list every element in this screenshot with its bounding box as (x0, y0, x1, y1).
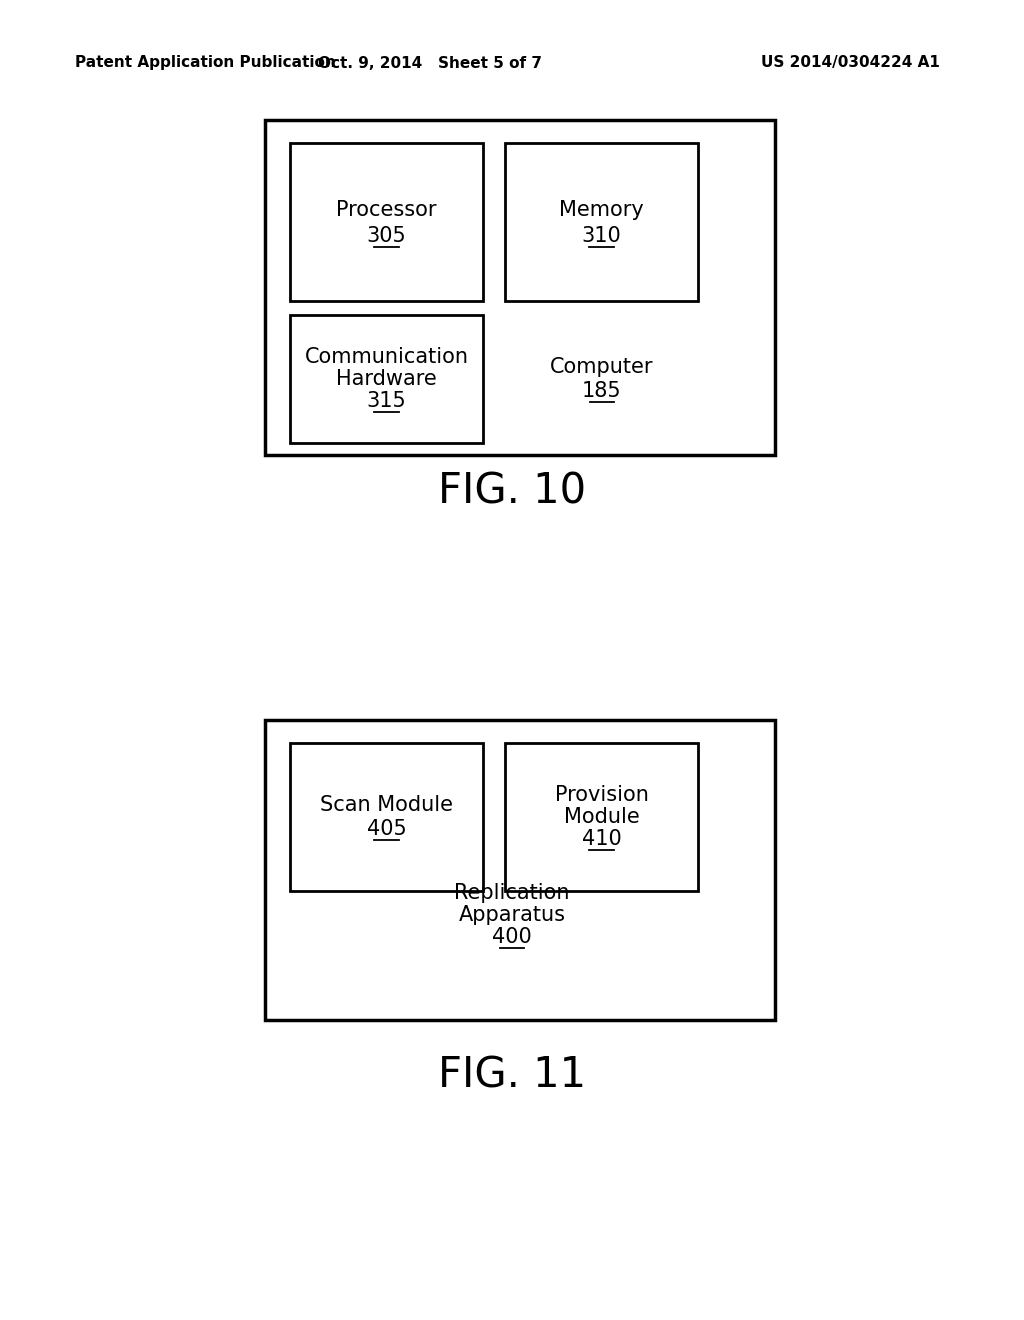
Text: Computer: Computer (550, 356, 653, 378)
Bar (290, 743, 483, 891)
Text: FIG. 10: FIG. 10 (438, 471, 586, 513)
Text: 400: 400 (493, 927, 531, 946)
Text: 310: 310 (582, 226, 622, 246)
Text: Hardware: Hardware (336, 370, 437, 389)
Bar (290, 143, 483, 301)
Text: Replication: Replication (455, 883, 569, 903)
Text: 315: 315 (367, 391, 407, 411)
Text: Scan Module: Scan Module (319, 795, 453, 814)
Text: Patent Application Publication: Patent Application Publication (75, 55, 336, 70)
Text: 185: 185 (583, 381, 622, 401)
Text: FIG. 11: FIG. 11 (438, 1053, 586, 1096)
Text: Oct. 9, 2014   Sheet 5 of 7: Oct. 9, 2014 Sheet 5 of 7 (318, 55, 542, 70)
Text: Communication: Communication (304, 347, 469, 367)
Text: Provision: Provision (555, 785, 648, 805)
Text: 305: 305 (367, 226, 407, 246)
Bar (265, 120, 775, 455)
Text: Memory: Memory (559, 201, 644, 220)
Bar (505, 143, 698, 301)
Text: 405: 405 (367, 818, 407, 840)
Text: Module: Module (563, 807, 639, 828)
Bar (505, 743, 698, 891)
Bar (265, 719, 775, 1020)
Text: Apparatus: Apparatus (459, 906, 565, 925)
Text: US 2014/0304224 A1: US 2014/0304224 A1 (761, 55, 940, 70)
Bar (290, 315, 483, 444)
Text: Processor: Processor (336, 201, 437, 220)
Text: 410: 410 (582, 829, 622, 849)
